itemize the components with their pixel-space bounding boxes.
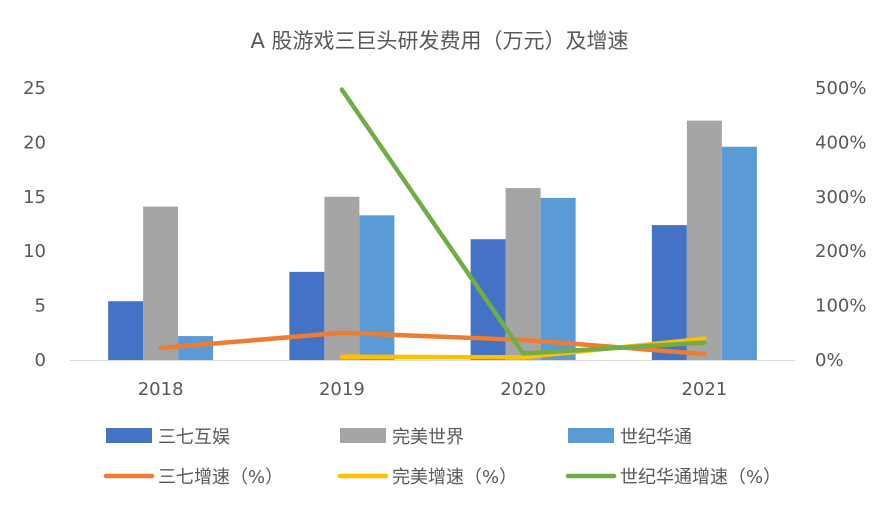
y-left-tick-label: 15	[23, 187, 46, 208]
legend-label: 三七互娱	[158, 427, 230, 448]
legend-label: 世纪华通	[620, 427, 692, 448]
bars	[108, 120, 757, 360]
bar	[178, 336, 214, 360]
x-tick-label: 2021	[681, 379, 727, 400]
bar	[108, 301, 144, 360]
y-right-tick-label: 400%	[815, 132, 866, 153]
x-tick-label: 2018	[138, 379, 184, 400]
legend-label: 世纪华通增速（%）	[620, 467, 781, 488]
bar	[289, 271, 325, 360]
y-left-tick-label: 20	[23, 132, 46, 153]
series-line	[339, 87, 707, 356]
y-right-tick-label: 300%	[815, 187, 866, 208]
bar	[721, 146, 757, 360]
legend-swatch	[340, 428, 386, 443]
x-tick-label: 2019	[319, 379, 365, 400]
series-line	[158, 330, 707, 357]
bar	[651, 225, 687, 360]
chart-title: A 股游戏三巨头研发费用（万元）及增速	[250, 29, 628, 53]
legend-label: 完美增速（%）	[392, 467, 517, 488]
bar	[686, 120, 722, 360]
bar	[143, 206, 179, 360]
legend-swatch	[568, 428, 614, 443]
y-left-tick-label: 25	[23, 78, 46, 99]
y-right-tick-label: 0%	[815, 350, 844, 371]
legend-label: 完美世界	[392, 427, 464, 448]
y-left-tick-label: 0	[35, 350, 46, 371]
x-tick-label: 2020	[500, 379, 546, 400]
y-left-tick-label: 5	[35, 296, 46, 317]
lines	[158, 87, 707, 360]
bar	[540, 197, 576, 360]
axes: 0 5 10 15 20 25 0% 100% 200% 300% 400% 500% 2018 2019…	[23, 78, 866, 400]
bar	[359, 215, 395, 360]
y-right-tick-label: 200%	[815, 241, 866, 262]
bar	[505, 188, 541, 360]
legend-label: 三七增速（%）	[158, 467, 283, 488]
legend-swatch	[106, 428, 152, 443]
y-right-tick-label: 100%	[815, 296, 866, 317]
y-right-tick-label: 500%	[815, 78, 866, 99]
y-left-tick-label: 10	[23, 241, 46, 262]
